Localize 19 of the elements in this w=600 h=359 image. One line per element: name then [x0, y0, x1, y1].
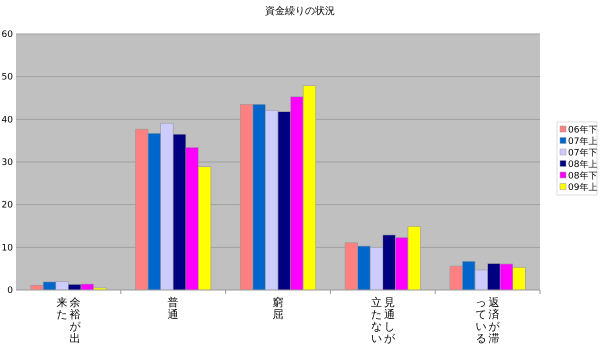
category-label: 余裕が出来た — [56, 296, 80, 345]
category-label: 見通しが立たない — [370, 296, 395, 345]
y-tick-label: 10 — [2, 243, 14, 254]
legend-label: 07年上 — [568, 136, 598, 147]
legend-label: 08年上 — [568, 159, 598, 170]
chart-title: 資金繰りの状況 — [265, 5, 335, 17]
category-label: 返済が滞っている — [476, 296, 500, 345]
legend-label: 07年下 — [568, 148, 598, 158]
legend-label: 08年下 — [568, 170, 598, 182]
y-tick-label: 40 — [2, 115, 14, 126]
y-tick-label: 0 — [7, 286, 14, 296]
y-tick-label: 50 — [2, 72, 14, 83]
x-tick-label: 窮屈 — [272, 296, 284, 321]
legend-label: 09年上 — [568, 182, 598, 193]
y-tick-label: 60 — [2, 30, 14, 40]
legend-label: 06年下 — [568, 124, 598, 136]
x-tick-label: 普通 — [168, 296, 179, 321]
y-tick-label: 30 — [2, 158, 14, 168]
y-tick-label: 20 — [2, 200, 14, 211]
